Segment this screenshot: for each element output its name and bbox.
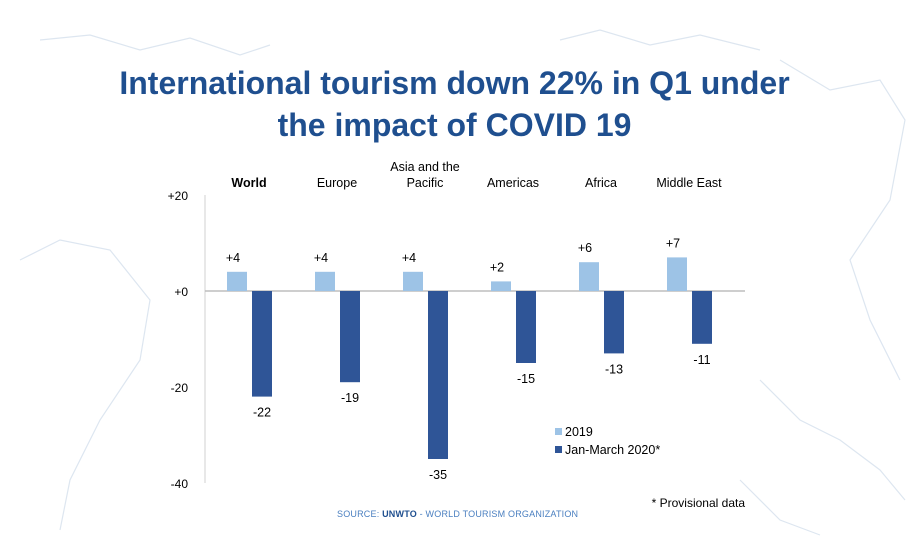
data-label: +7: [666, 236, 680, 250]
data-label: -15: [517, 372, 535, 386]
category-label: Middle East: [656, 176, 722, 190]
data-label: -19: [341, 391, 359, 405]
category-label: Pacific: [407, 176, 444, 190]
source-note: SOURCE: UNWTO - WORLD TOURISM ORGANIZATI…: [337, 509, 578, 519]
source-org: UNWTO: [382, 509, 417, 519]
source-suffix: - WORLD TOURISM ORGANIZATION: [416, 509, 579, 519]
bar-2019: [667, 257, 687, 291]
legend-swatch: [555, 446, 562, 453]
y-tick-label: +0: [174, 285, 188, 299]
bar-2020: [252, 291, 272, 397]
y-tick-label: +20: [168, 189, 189, 203]
bar-2020: [428, 291, 448, 459]
bar-2020: [604, 291, 624, 354]
category-label: Asia and the: [390, 160, 460, 174]
data-label: -35: [429, 468, 447, 482]
bar-2019: [227, 271, 247, 291]
chart-title-line-2: the impact of COVID 19: [277, 107, 632, 143]
data-label: -22: [253, 406, 271, 420]
data-label: +4: [314, 251, 328, 265]
data-label: +4: [402, 251, 416, 265]
bar-2019: [491, 281, 511, 291]
data-label: +6: [578, 241, 592, 255]
category-label: Africa: [585, 176, 617, 190]
category-label: Americas: [487, 176, 539, 190]
bar-2019: [315, 271, 335, 291]
data-label: +2: [490, 260, 504, 274]
bar-2020: [516, 291, 536, 363]
data-label: -11: [693, 353, 710, 367]
legend-label: 2019: [565, 425, 593, 439]
bar-2019: [403, 271, 423, 291]
bar-2020: [340, 291, 360, 383]
y-tick-label: -40: [171, 477, 189, 491]
source-prefix: SOURCE:: [337, 509, 383, 519]
y-tick-label: -20: [171, 381, 189, 395]
data-label: -13: [605, 362, 623, 376]
data-label: +4: [226, 251, 240, 265]
legend-swatch: [555, 428, 562, 435]
chart-title-line-1: International tourism down 22% in Q1 und…: [119, 65, 790, 101]
bar-2019: [579, 262, 599, 291]
category-label: Europe: [317, 176, 357, 190]
bar-2020: [692, 291, 712, 344]
legend-label: Jan-March 2020*: [565, 443, 660, 457]
footnote: * Provisional data: [652, 496, 746, 510]
category-label: World: [231, 176, 266, 190]
